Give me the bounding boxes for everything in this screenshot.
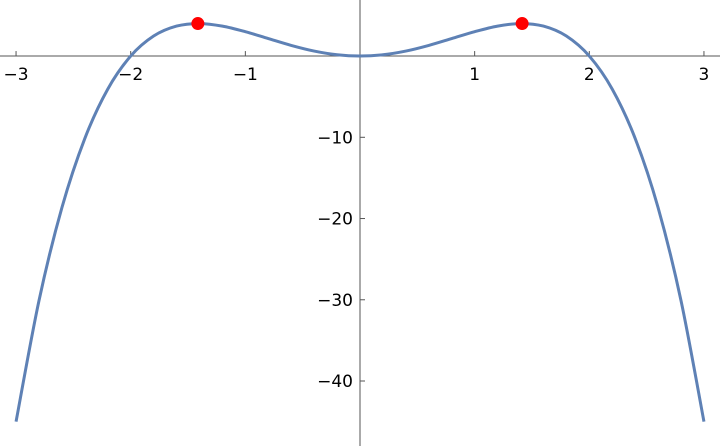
x-tick-label: −3	[4, 65, 29, 85]
y-tick-label: −40	[317, 372, 353, 392]
x-tick-label: −2	[118, 65, 143, 85]
point	[191, 17, 205, 31]
x-tick-label: 1	[469, 65, 480, 85]
x-tick-label: −1	[233, 65, 258, 85]
curve	[14, 22, 706, 422]
y-tick-label: −20	[317, 210, 353, 230]
x-tick-label: 2	[584, 65, 595, 85]
point	[515, 17, 529, 31]
y-tick-label: −10	[317, 128, 353, 148]
y-tick-label: −30	[317, 291, 353, 311]
x-tick-label: 3	[699, 65, 710, 85]
